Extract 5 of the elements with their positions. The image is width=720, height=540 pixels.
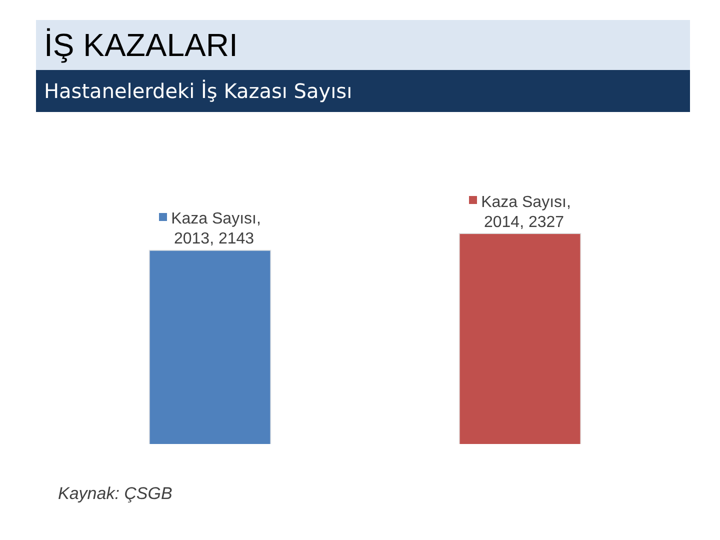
data-label: Kaza Sayısı, 2013, 2143: [171, 210, 261, 248]
chart-subtitle: Hastanelerdeki İş Kazası Sayısı: [36, 70, 690, 112]
chart-title: İŞ KAZALARI: [36, 20, 690, 70]
text: Kaynak: ÇSGB: [58, 484, 172, 504]
data-label: Kaza Sayısı, 2014, 2327: [481, 194, 571, 232]
